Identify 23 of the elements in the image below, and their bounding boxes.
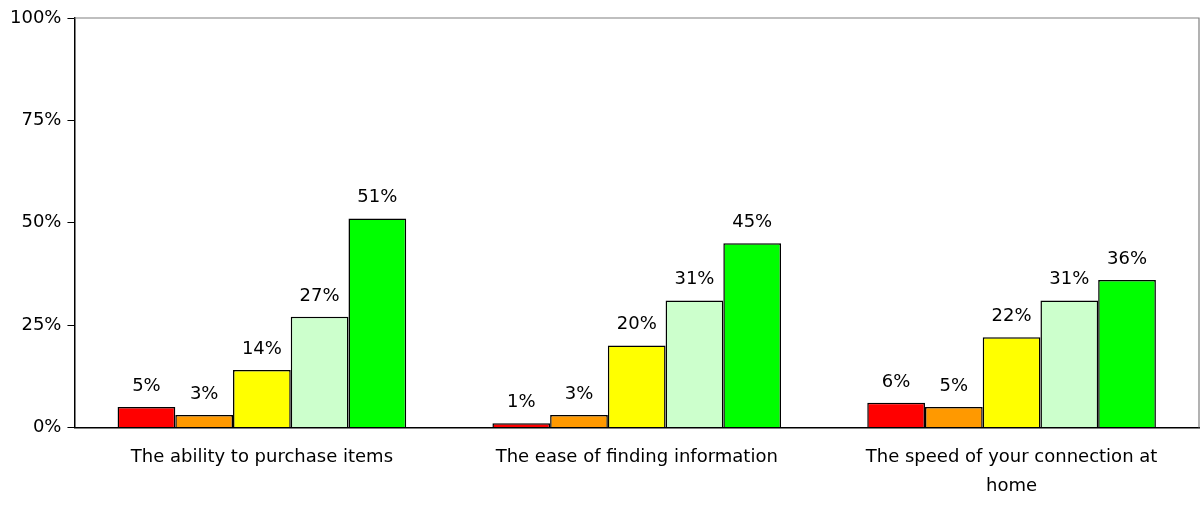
data-label: 31% (1049, 267, 1090, 289)
data-label: 6% (881, 369, 911, 391)
y-tick-label: 0% (32, 415, 62, 437)
data-label: 20% (616, 312, 657, 334)
data-label: 27% (299, 283, 340, 305)
data-label: 45% (732, 209, 773, 231)
data-label: 51% (357, 185, 398, 207)
data-label: 5% (939, 373, 969, 395)
y-tick-label: 75% (21, 108, 62, 130)
data-label: 36% (1107, 246, 1148, 268)
data-label: 3% (564, 381, 594, 403)
x-tick-label: The ability to purchase items (129, 445, 394, 467)
data-label: 3% (189, 381, 219, 403)
x-tick-label: The ease of finding information (494, 445, 778, 467)
data-label: 31% (674, 267, 715, 289)
y-tick-label: 50% (21, 210, 62, 232)
data-label: 22% (991, 304, 1032, 325)
data-label: 14% (241, 336, 282, 358)
data-label: 5% (132, 373, 161, 395)
x-tick-label: The speed of your connection at home (864, 445, 1158, 496)
data-label: 1% (507, 389, 536, 411)
y-tick-label: 25% (21, 312, 62, 334)
y-tick-label: 100% (9, 5, 62, 27)
